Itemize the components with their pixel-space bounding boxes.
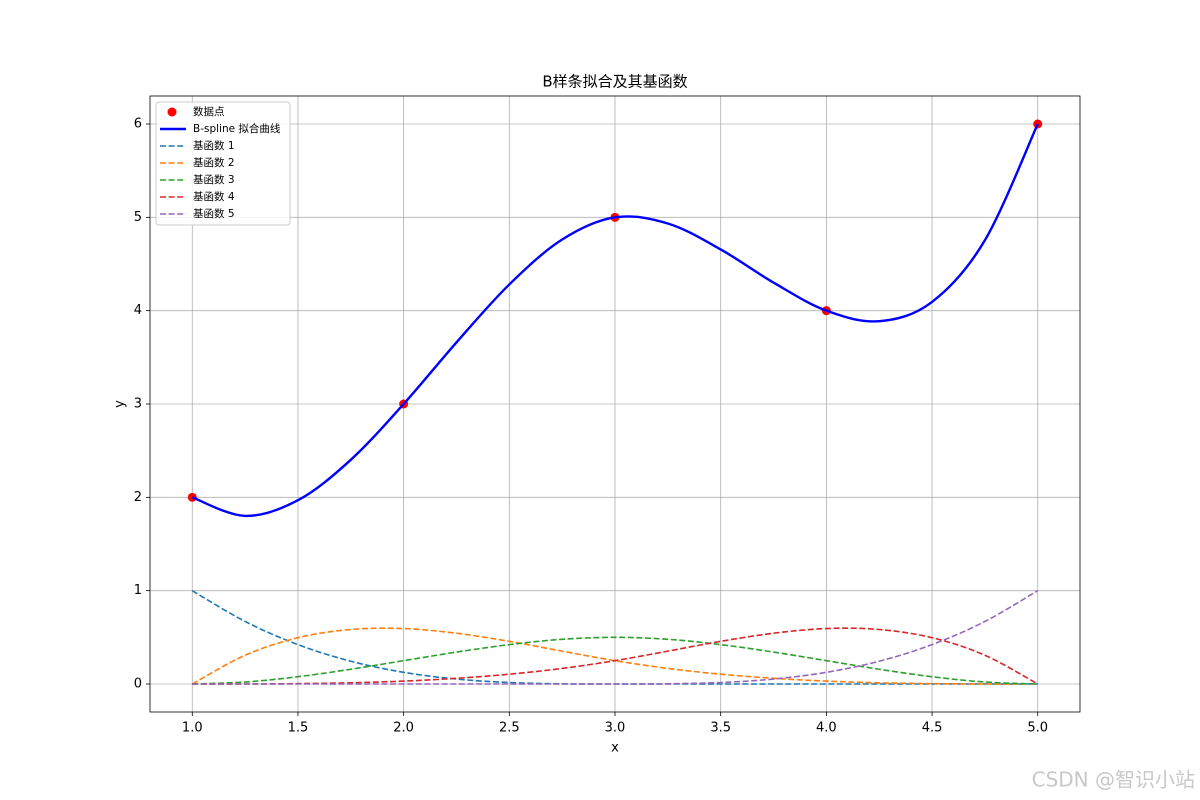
x-tick-label: 4.5 <box>922 721 943 736</box>
y-tick-label: 0 <box>134 677 142 692</box>
y-axis-label: y <box>113 400 128 408</box>
legend-label: 基函数 1 <box>193 139 235 152</box>
legend-label: 基函数 3 <box>193 173 235 186</box>
x-tick-label: 1.0 <box>182 721 203 736</box>
x-tick-label: 2.5 <box>499 721 520 736</box>
legend-box <box>155 101 291 226</box>
y-tick-label: 4 <box>134 303 142 318</box>
basis-line <box>192 627 1039 685</box>
basis-line <box>192 636 1038 685</box>
y-tick-label: 3 <box>134 397 142 412</box>
legend-label: 基函数 2 <box>193 156 235 169</box>
x-tick-label: 2.0 <box>393 721 414 736</box>
legend-label: B-spline 拟合曲线 <box>193 122 281 135</box>
legend-label: 基函数 5 <box>193 207 235 220</box>
x-tick-label: 3.0 <box>605 721 626 736</box>
legend-label: 基函数 4 <box>193 190 235 203</box>
fit-line <box>191 123 1039 518</box>
legend-marker <box>167 107 177 117</box>
y-tick-label: 6 <box>134 117 142 132</box>
y-tick-label: 2 <box>134 490 142 505</box>
legend-label: 数据点 <box>193 105 225 118</box>
x-tick-label: 3.5 <box>710 721 731 736</box>
chart-title: B样条拟合及其基函数 <box>542 73 687 91</box>
y-tick-label: 5 <box>134 210 142 225</box>
x-tick-label: 1.5 <box>288 721 309 736</box>
y-tick-label: 1 <box>134 583 142 598</box>
watermark: CSDN @智识小站 <box>1032 768 1195 792</box>
basis-line <box>192 589 1039 685</box>
x-tick-label: 5.0 <box>1027 721 1048 736</box>
basis-line <box>191 627 1038 685</box>
x-axis-label: x <box>611 741 619 756</box>
x-tick-label: 4.0 <box>816 721 837 736</box>
plot-frame <box>149 95 1081 713</box>
